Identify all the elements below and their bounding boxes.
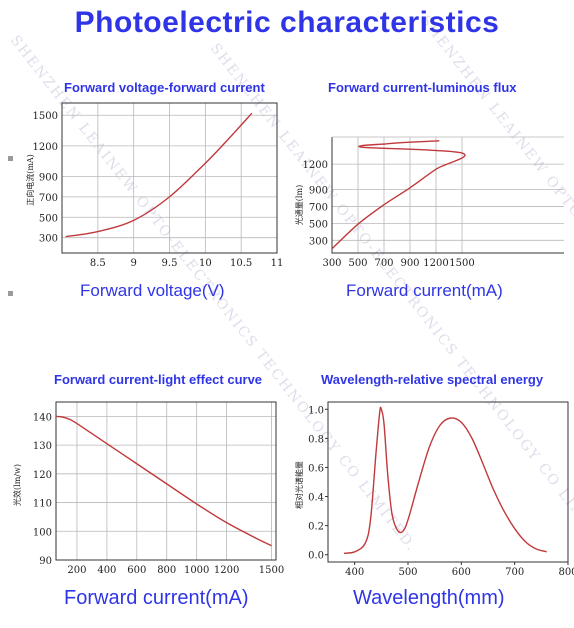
- y-tick-label: 500: [309, 219, 328, 230]
- x-tick-label: 1500: [449, 258, 474, 269]
- y-tick-label: 140: [33, 412, 52, 423]
- x-tick-label: 600: [452, 567, 471, 578]
- x-tick-label: 400: [97, 565, 116, 576]
- y-tick-label: 0.4: [308, 493, 324, 504]
- y-tick-label: 1200: [303, 160, 328, 171]
- x-tick-label: 700: [505, 567, 524, 578]
- x-tick-label: 400: [345, 567, 364, 578]
- chart-title: Wavelength-relative spectral energy: [321, 372, 544, 387]
- x-tick-label: 300: [322, 258, 341, 269]
- bullet-marker: [8, 291, 13, 296]
- chart-title: Forward voltage-forward current: [64, 80, 265, 95]
- x-tick-label: 9.5: [162, 258, 178, 269]
- x-tick-label: 1200: [214, 565, 239, 576]
- series-line: [343, 406, 547, 554]
- x-tick-label: 1000: [184, 565, 209, 576]
- current-light-effect-chart: 200 400 600 800 1000 1200 1500 90 100 110 120 130 14…: [12, 401, 284, 576]
- x-axis-caption: Forward current(mA): [346, 281, 503, 300]
- x-tick-label: 200: [67, 565, 86, 576]
- y-tick-label: 0.2: [308, 522, 324, 533]
- y-axis-label: 正向电流(mA): [25, 154, 35, 206]
- x-tick-label: 10: [199, 258, 212, 269]
- x-tick-label: 10.5: [230, 258, 252, 269]
- y-tick-label: 500: [39, 213, 58, 224]
- y-tick-label: 120: [33, 470, 52, 481]
- series-line: [331, 140, 466, 250]
- current-luminous-flux-chart: 300 500 700 900 1200 15003005007009001200光通量(…: [294, 136, 564, 269]
- y-tick-label: 1500: [33, 111, 58, 122]
- x-tick-label: 500: [398, 567, 417, 578]
- x-tick-label: 600: [127, 565, 146, 576]
- y-tick-label: 100: [33, 527, 52, 538]
- chart-title: Forward current-light effect curve: [54, 372, 263, 387]
- x-tick-label: 11: [271, 258, 284, 269]
- y-axis-label: 光效(lm/w): [12, 464, 22, 506]
- plot-frame: [55, 401, 277, 561]
- y-tick-label: 900: [309, 185, 328, 196]
- x-tick-label: 9: [130, 258, 136, 269]
- y-tick-label: 700: [39, 193, 58, 204]
- x-tick-label: 8.5: [90, 258, 106, 269]
- x-tick-label: 1200: [423, 258, 448, 269]
- y-tick-label: 0.8: [308, 434, 324, 445]
- y-tick-label: 300: [309, 236, 328, 247]
- x-axis-caption: Forward voltage(V): [80, 281, 225, 300]
- x-tick-label: 800: [558, 567, 574, 578]
- series-line: [65, 112, 253, 238]
- y-axis-label: 相对光谱能量: [294, 461, 304, 509]
- y-tick-label: 0.0: [308, 551, 324, 562]
- x-axis-caption: Forward current(mA): [64, 587, 249, 609]
- forward-voltage-current-chart: 8.5 9 9.5 10 10.5 11 300 500 700 900 1200 1500 正向电流(…: [25, 102, 284, 269]
- y-tick-label: 1200: [33, 142, 58, 153]
- x-tick-label: 900: [400, 258, 419, 269]
- plot-frame: [327, 401, 569, 563]
- y-tick-label: 300: [39, 234, 58, 245]
- y-tick-label: 900: [39, 172, 58, 183]
- bullet-marker: [8, 156, 13, 161]
- chart-title: Forward current-luminous flux: [328, 80, 517, 95]
- x-axis-caption: Wavelength(mm): [353, 587, 505, 609]
- y-tick-label: 1.0: [308, 405, 324, 416]
- y-tick-label: 110: [33, 499, 52, 510]
- y-axis-label: 光通量(lm): [294, 185, 304, 225]
- plot-frame: [331, 137, 564, 254]
- page-title: Photoelectric characteristics: [74, 6, 500, 39]
- x-tick-label: 1500: [259, 565, 284, 576]
- x-tick-label: 700: [374, 258, 393, 269]
- spectral-energy-chart: 400 500 600 700 800 0.0 0.2 0.4 0.6 0.8 1.0 相对光谱能量: [294, 401, 574, 578]
- y-tick-label: 700: [309, 202, 328, 213]
- y-tick-label: 130: [33, 441, 52, 452]
- plot-frame: [61, 102, 278, 254]
- y-tick-label: 90: [39, 556, 52, 567]
- x-tick-label: 800: [157, 565, 176, 576]
- y-tick-label: 0.6: [308, 463, 324, 474]
- x-tick-label: 500: [348, 258, 367, 269]
- series-line: [55, 415, 272, 547]
